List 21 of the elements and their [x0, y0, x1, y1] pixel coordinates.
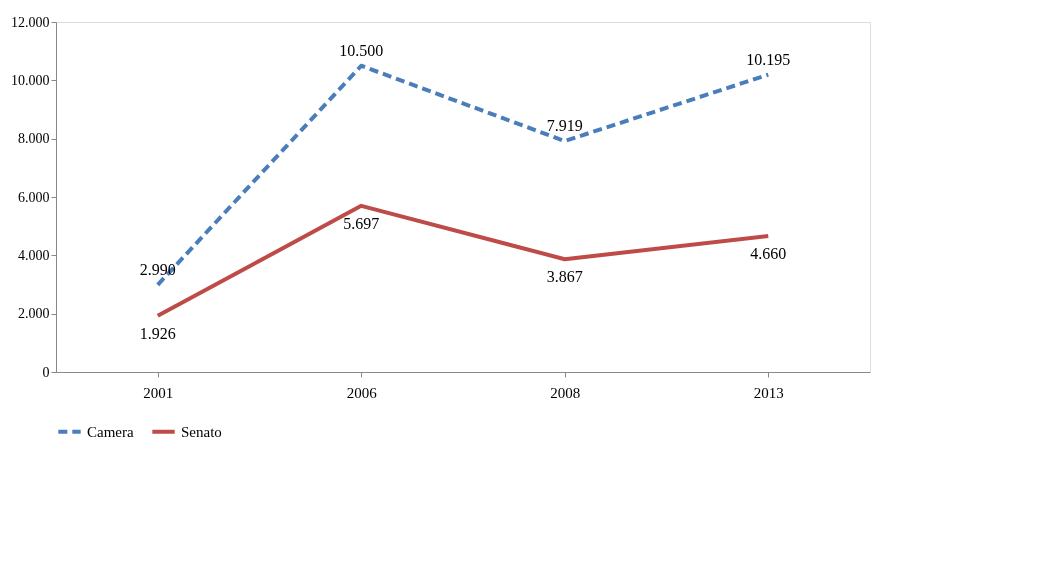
data-label: 7.919	[546, 117, 583, 135]
data-label: 10.500	[339, 41, 384, 59]
x-tick-label: 2013	[753, 384, 784, 401]
data-label: 5.697	[343, 214, 380, 232]
x-tick-label: 2008	[550, 384, 581, 401]
legend-label: Senato	[181, 423, 222, 440]
data-label: 2.990	[139, 260, 176, 278]
y-tick-label: 12.000	[11, 14, 50, 30]
y-tick-label: 0	[42, 364, 50, 380]
data-label: 1.926	[139, 324, 176, 342]
y-tick-label: 6.000	[18, 189, 50, 205]
y-tick-label: 2.000	[18, 306, 50, 322]
data-label: 10.195	[746, 50, 791, 68]
x-tick-label: 2006	[346, 384, 378, 401]
data-label: 3.867	[546, 268, 583, 286]
y-tick-label: 8.000	[18, 131, 50, 147]
y-tick-label: 10.000	[11, 72, 50, 88]
data-label: 4.660	[750, 245, 787, 263]
x-tick-label: 2001	[143, 384, 174, 401]
y-tick-label: 4.000	[18, 247, 50, 263]
legend-label: Camera	[87, 423, 134, 440]
